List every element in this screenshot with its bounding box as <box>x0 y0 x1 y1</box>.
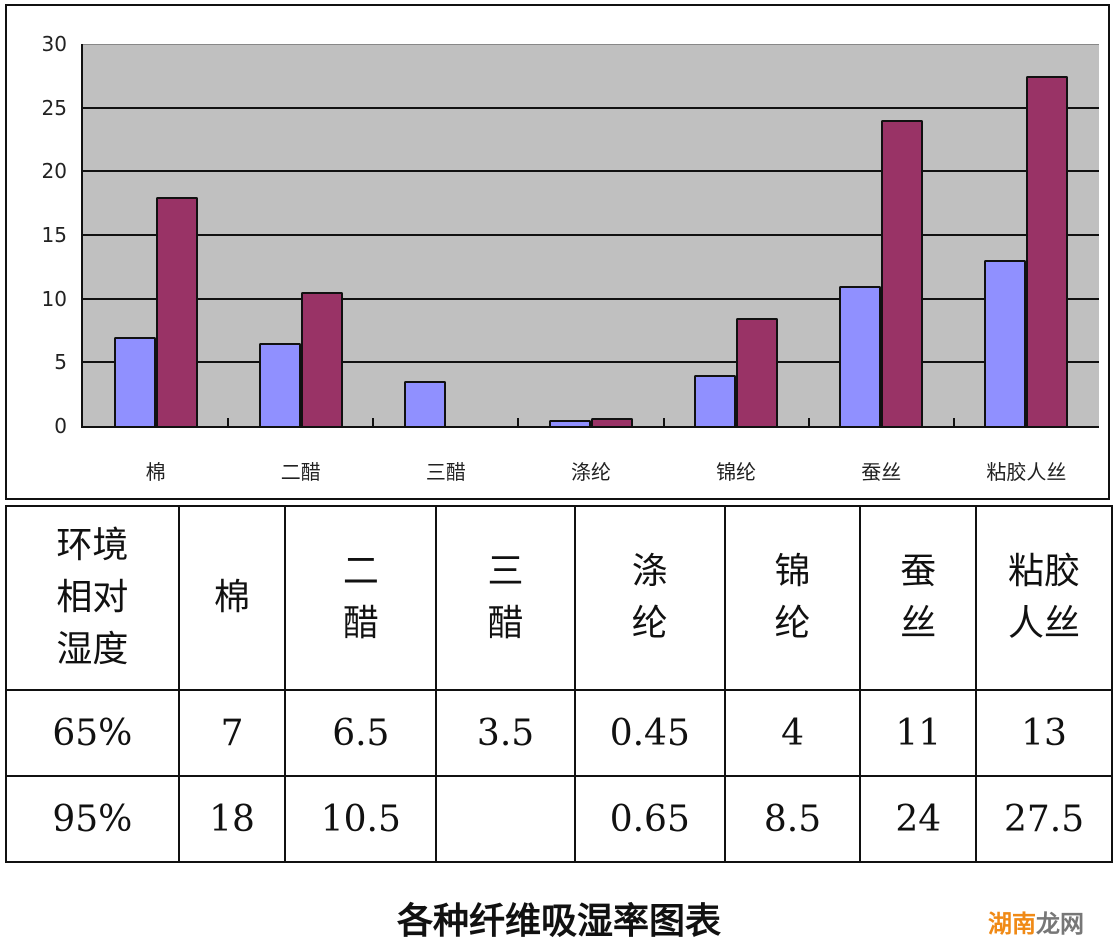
row-label: 65% <box>5 689 180 777</box>
chart-caption: 各种纤维吸湿率图表 <box>396 900 721 942</box>
x-tick-label: 二醋 <box>280 460 321 484</box>
watermark-part1: 湖南 <box>988 910 1036 938</box>
table-cell: 27.5 <box>975 775 1113 863</box>
data-table: 环境 相对 湿度 棉 二 醋 三 醋 涤 纶 锦 纶 蚕 丝 粘胶 人丝 65%… <box>5 505 1113 863</box>
header-cell: 涤 纶 <box>573 505 726 691</box>
bar-65 <box>258 343 301 426</box>
y-tick-label: 25 <box>41 95 67 120</box>
bar-65 <box>984 260 1027 426</box>
x-tick-label: 涤纶 <box>571 460 611 484</box>
watermark-logo: 湖南龙网 <box>988 904 1084 939</box>
gridline <box>83 106 1099 109</box>
table-cell: 8.5 <box>723 775 862 863</box>
table-row: 65% 7 6.5 3.5 0.45 4 11 13 <box>5 689 1113 777</box>
bar-95 <box>881 120 924 426</box>
x-tick <box>662 418 665 426</box>
table-cell: 0.65 <box>573 775 726 863</box>
table-row: 95% 18 10.5 0.65 8.5 24 27.5 <box>5 775 1113 863</box>
gridline <box>83 361 1099 364</box>
bar-95 <box>1026 75 1069 426</box>
bar-65 <box>113 336 156 426</box>
x-tick <box>952 418 955 426</box>
x-tick-label: 粘胶人丝 <box>986 460 1067 484</box>
bar-95 <box>591 417 633 426</box>
header-cell: 粘胶 人丝 <box>975 505 1113 691</box>
y-tick-label: 10 <box>41 286 67 311</box>
chart-frame: 0 5 10 15 20 25 30 棉 二醋 三醋 涤纶 锦纶 蚕丝 粘胶人丝 <box>5 4 1110 500</box>
bar-95 <box>736 317 779 426</box>
header-cell: 三 醋 <box>435 505 576 691</box>
table-cell: 10.5 <box>284 775 438 863</box>
y-tick-label: 20 <box>41 159 67 184</box>
y-tick-label: 30 <box>41 32 67 56</box>
x-tick <box>807 418 810 426</box>
plot-area <box>81 44 1099 428</box>
bar-65 <box>839 285 882 426</box>
table-cell: 13 <box>975 689 1113 777</box>
y-tick-label: 5 <box>54 350 67 375</box>
header-cell: 二 醋 <box>284 505 438 691</box>
gridline <box>83 234 1099 236</box>
bar-65 <box>694 375 737 426</box>
gridline <box>83 44 1099 45</box>
x-tick <box>372 418 375 426</box>
x-tick-label: 棉 <box>145 460 166 484</box>
table-cell <box>435 775 576 863</box>
table-header-row: 环境 相对 湿度 棉 二 醋 三 醋 涤 纶 锦 纶 蚕 丝 粘胶 人丝 <box>5 505 1113 691</box>
y-tick-label: 0 <box>54 414 67 438</box>
x-tick-label: 三醋 <box>425 460 466 484</box>
gridline <box>83 297 1099 300</box>
table-cell: 4 <box>723 689 862 777</box>
table-cell: 24 <box>859 775 978 863</box>
watermark-part2: 龙网 <box>1036 910 1084 938</box>
table-cell: 3.5 <box>435 689 576 777</box>
table-cell: 6.5 <box>284 689 438 777</box>
row-label: 95% <box>5 775 180 863</box>
bar-95 <box>155 196 198 426</box>
header-cell: 蚕 丝 <box>859 505 978 691</box>
header-humidity-label: 环境 相对 湿度 <box>5 505 180 691</box>
bar-65 <box>403 381 446 426</box>
x-tick-label: 锦纶 <box>716 460 757 484</box>
x-tick-label: 蚕丝 <box>861 460 902 484</box>
x-tick <box>517 418 520 426</box>
header-cell: 棉 <box>177 505 287 691</box>
x-tick <box>227 418 230 426</box>
table-cell: 11 <box>859 689 978 777</box>
table-cell: 0.45 <box>573 689 726 777</box>
table-cell: 7 <box>177 689 287 777</box>
bar-95 <box>300 292 343 426</box>
header-cell: 锦 纶 <box>723 505 862 691</box>
table-cell: 18 <box>177 775 287 863</box>
gridline <box>83 170 1099 173</box>
bar-65 <box>549 420 591 426</box>
y-tick-label: 15 <box>41 223 67 247</box>
